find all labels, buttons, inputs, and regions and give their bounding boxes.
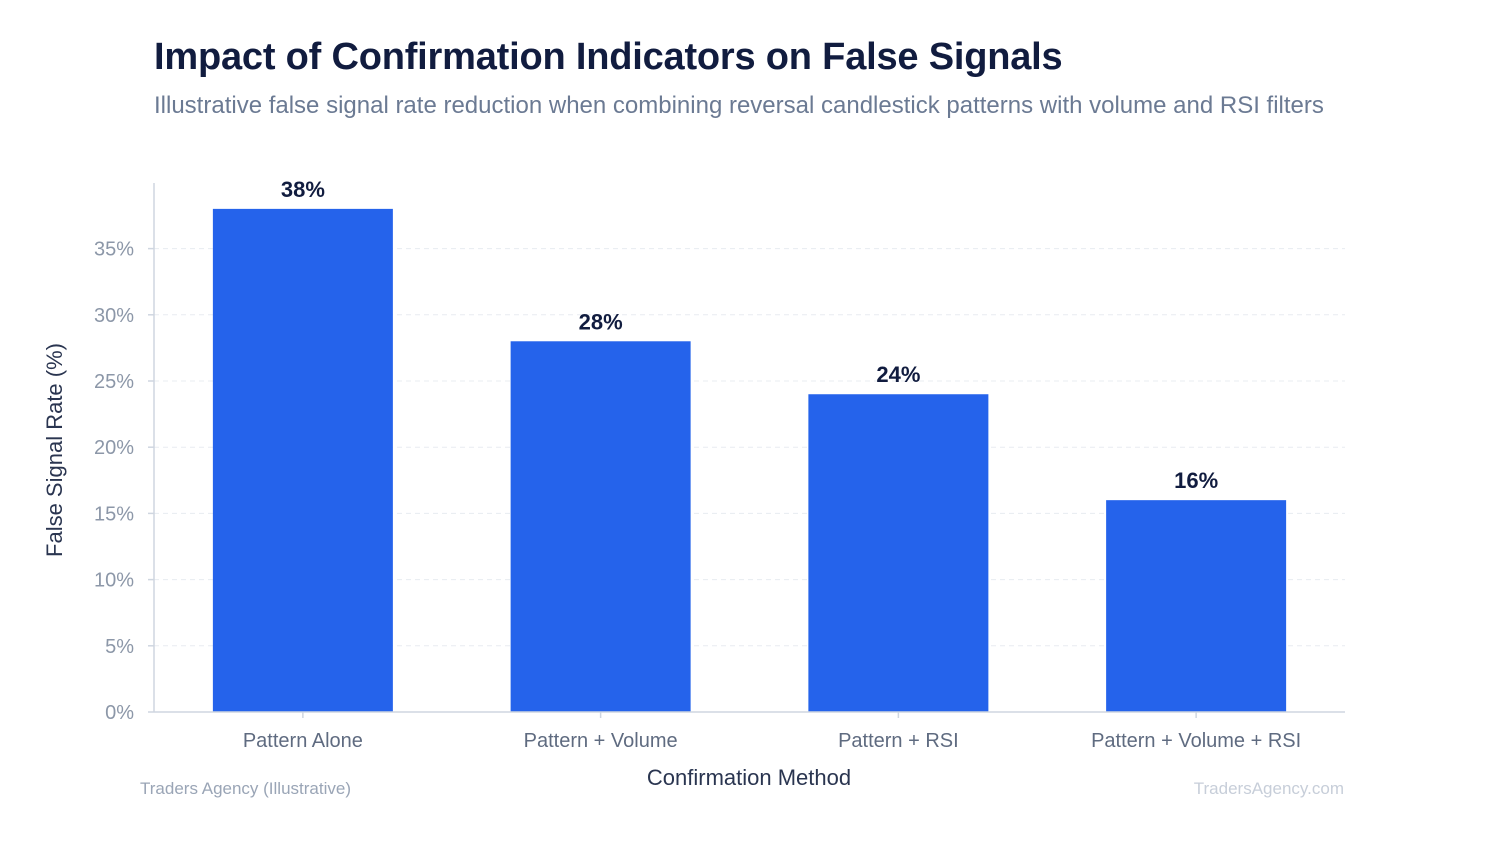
x-tick-label: Pattern + Volume + RSI <box>1091 730 1301 752</box>
y-tick-label: 15% <box>94 503 134 525</box>
x-tick-label: Pattern + Volume <box>524 730 678 752</box>
bar-value-label: 28% <box>579 309 623 334</box>
bar-value-label: 16% <box>1174 468 1218 493</box>
watermark: TradersAgency.com <box>1193 779 1344 798</box>
x-axis-label: Confirmation Method <box>647 765 851 790</box>
y-axis-label: False Signal Rate (%) <box>42 343 67 557</box>
bar <box>510 341 691 712</box>
source-note: Traders Agency (Illustrative) <box>140 779 351 798</box>
x-tick-label: Pattern + RSI <box>838 730 959 752</box>
y-tick-label: 20% <box>94 437 134 459</box>
y-tick-label: 10% <box>94 570 134 592</box>
y-tick-label: 25% <box>94 371 134 393</box>
y-tick-label: 30% <box>94 305 134 327</box>
bar <box>808 394 989 712</box>
bar-value-label: 38% <box>281 177 325 202</box>
y-tick-label: 0% <box>105 702 134 724</box>
y-tick-label: 5% <box>105 636 134 658</box>
bar-value-label: 24% <box>876 362 920 387</box>
bar <box>212 208 393 712</box>
bar <box>1106 500 1287 712</box>
chart-title: Impact of Confirmation Indicators on Fal… <box>154 36 1063 78</box>
labels: 0% 5% 10% 15% 20% 25% 30% 35% 38% Pattern Alone 28… <box>94 177 1301 752</box>
bars <box>212 208 1287 712</box>
y-tick-label: 35% <box>94 239 134 261</box>
x-tick-label: Pattern Alone <box>243 730 363 752</box>
chart-subtitle: Illustrative false signal rate reduction… <box>154 92 1324 119</box>
